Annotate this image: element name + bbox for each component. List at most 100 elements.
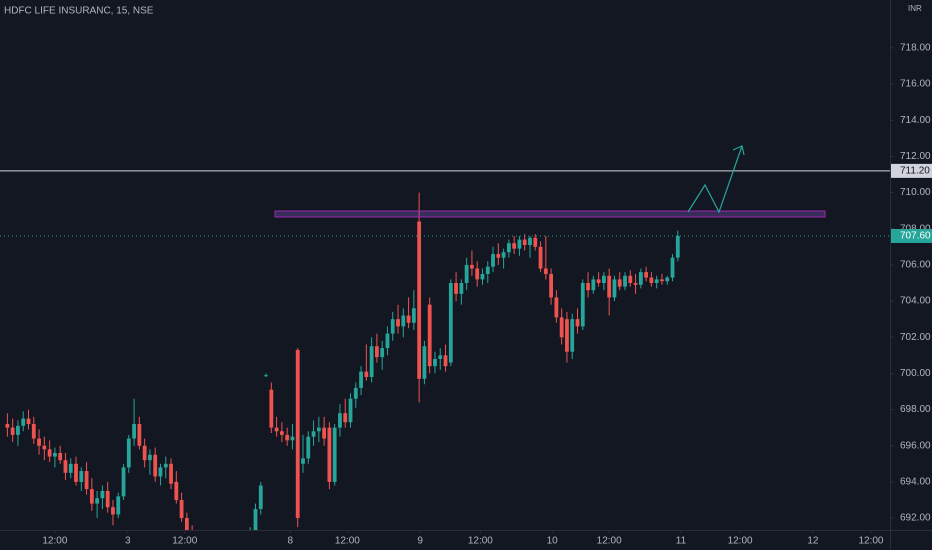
candle-body (522, 239, 527, 246)
candle-body (601, 275, 606, 283)
y-tick-label: 692.00 (900, 513, 931, 524)
candle-body (649, 277, 654, 283)
y-tick-label: 710.00 (900, 187, 931, 198)
candle-body (433, 358, 437, 367)
candle-body (290, 436, 295, 441)
candle-body (37, 438, 41, 446)
candle-body (406, 315, 411, 323)
candle-body (258, 485, 263, 510)
candle-body (644, 272, 649, 278)
x-tick-label: 12 (807, 536, 819, 547)
y-tick-label: 702.00 (900, 332, 931, 343)
candle-body (623, 275, 627, 287)
candle-body (528, 237, 532, 246)
candle-body (306, 436, 311, 459)
candle-body (596, 279, 601, 283)
candle-body (279, 431, 284, 435)
candle-body (269, 389, 274, 428)
candle-body (628, 275, 633, 283)
candle-body (21, 418, 26, 426)
price-label-box (891, 228, 932, 243)
x-tick-label: 12:00 (335, 536, 360, 547)
x-tick-label: 3 (125, 536, 131, 547)
candle-body (174, 481, 179, 500)
x-tick-label: 12:00 (468, 536, 493, 547)
candle-body (459, 282, 464, 294)
candle-body (316, 427, 321, 432)
candle-body (153, 454, 158, 477)
candle-body (47, 449, 52, 457)
candle-body (105, 490, 110, 508)
candle-body (274, 427, 279, 432)
candle-body (538, 246, 543, 269)
y-tick-label: 704.00 (900, 296, 931, 307)
resistance-zone (274, 210, 826, 218)
candle-body (42, 445, 47, 450)
candle-body (121, 467, 126, 497)
y-tick-label: 714.00 (900, 115, 931, 126)
candle-body (443, 355, 448, 367)
y-tick-label: 706.00 (900, 260, 931, 271)
y-tick-label: 698.00 (900, 404, 931, 415)
x-tick-label: 10 (547, 536, 559, 547)
price-label-box (891, 163, 932, 178)
candle-body (253, 509, 258, 530)
candle-body (422, 346, 427, 379)
candle-body (401, 315, 406, 327)
candle-body (163, 463, 168, 468)
candle-body (501, 252, 506, 258)
candle-body (142, 445, 147, 461)
candle-body (485, 266, 490, 274)
candle-body (63, 460, 68, 473)
x-tick-label: 12:00 (597, 536, 622, 547)
price-label: 707.60 (900, 231, 931, 242)
chart-title: HDFC LIFE INSURANC, 15, NSE (4, 6, 154, 17)
candle-body (295, 349, 300, 519)
candle-body (591, 279, 596, 291)
candle-body (448, 282, 453, 363)
candle-body (390, 319, 395, 334)
candle-body (506, 243, 511, 253)
candle-body (89, 489, 94, 504)
candle-body (52, 452, 57, 457)
candle-body (475, 268, 480, 280)
candle-body (464, 264, 469, 283)
candle-body (612, 279, 617, 298)
x-tick-label: 11 (676, 536, 687, 547)
candle-body (543, 268, 548, 274)
candle-body (438, 355, 443, 359)
candle-body (327, 427, 332, 482)
candle-body (638, 272, 643, 285)
candle-body (322, 427, 327, 439)
candle-body (311, 431, 316, 437)
candle-body (375, 346, 379, 358)
candle-body (285, 434, 290, 441)
candle-body (31, 424, 36, 439)
candle-body (385, 333, 390, 349)
price-label: 711.20 (900, 166, 930, 177)
candle-body (343, 413, 348, 423)
x-tick-label: 12:00 (42, 536, 67, 547)
candle-body (353, 387, 358, 399)
candle-body (549, 273, 554, 298)
candle-body (517, 239, 522, 249)
candle-body (79, 471, 84, 482)
candle-body (533, 237, 538, 247)
candle-body (617, 279, 622, 287)
candle-body (169, 463, 173, 484)
candle-body (158, 467, 163, 477)
candle-body (491, 254, 495, 267)
candle-body (359, 371, 363, 388)
candle-body (332, 427, 337, 482)
candle-body (100, 490, 105, 499)
candle-body (116, 496, 121, 515)
candle-body (26, 418, 31, 425)
candle-body (559, 317, 564, 338)
candle-body (607, 275, 612, 298)
candle-body (179, 499, 184, 519)
candle-body (496, 254, 501, 258)
candle-body (660, 279, 664, 282)
candle-body (454, 282, 458, 294)
candle-body (427, 304, 432, 367)
